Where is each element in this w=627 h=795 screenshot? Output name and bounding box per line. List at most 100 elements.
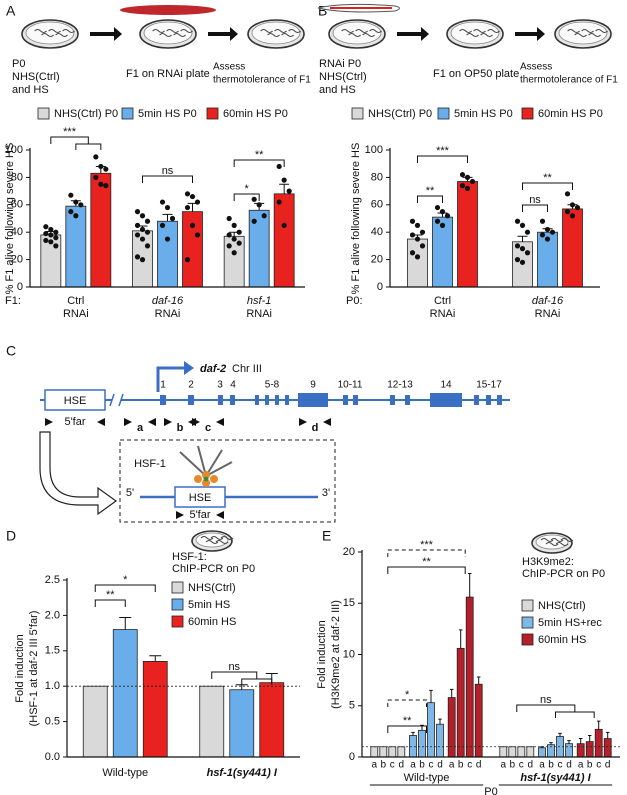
primer — [124, 418, 132, 426]
y-tick-label: 10 — [343, 648, 355, 660]
x-tick-label: c — [467, 760, 472, 771]
bar — [142, 661, 168, 758]
error-bar — [517, 235, 528, 242]
legend-swatch — [521, 616, 534, 629]
y-tick-label: 0 — [17, 281, 23, 293]
exon — [218, 395, 223, 405]
primer-label: d — [312, 422, 319, 434]
data-point — [144, 229, 151, 235]
significance-bracket — [417, 155, 468, 163]
x-tick-label: b — [381, 760, 387, 771]
worm-squiggle — [355, 29, 368, 33]
data-point — [43, 224, 49, 230]
x-tick-label: b — [548, 760, 554, 771]
significance-bracket — [387, 725, 427, 733]
chromosome: Chr III — [232, 363, 262, 375]
worm-squiggle — [545, 542, 559, 546]
worm — [120, 5, 216, 15]
x-tick-label: b — [510, 760, 516, 771]
worm-squiggle — [55, 33, 68, 37]
worm-squiggle — [466, 33, 479, 37]
x-tick-label: d — [528, 760, 534, 771]
legend-swatch — [171, 598, 184, 611]
data-point — [544, 226, 551, 233]
legend-swatch — [351, 107, 364, 120]
worm-squiggle — [41, 33, 54, 37]
legend-swatch — [171, 581, 184, 594]
data-point — [409, 218, 416, 224]
data-point — [98, 163, 104, 170]
worm-squiggle — [473, 29, 486, 33]
x-tick-label: c — [596, 760, 601, 771]
antibody — [205, 461, 233, 477]
bar — [474, 683, 483, 758]
x-tick-label: c — [390, 760, 395, 771]
bar — [436, 723, 444, 758]
worm-squiggle — [459, 29, 472, 33]
inset-box — [119, 439, 336, 523]
data-point — [286, 188, 292, 194]
x-tick-label: d — [437, 760, 443, 771]
data-point — [43, 230, 49, 237]
exon — [390, 395, 395, 405]
primer — [216, 511, 224, 519]
bar — [538, 747, 546, 758]
worm-squiggle — [34, 29, 47, 33]
primer — [323, 418, 331, 426]
worm-squiggle — [487, 29, 500, 33]
data-point — [93, 154, 99, 160]
legend-swatch — [521, 599, 534, 612]
worm-squiggle — [348, 33, 361, 37]
exon — [298, 393, 328, 407]
step-text: RNAi P0 — [319, 58, 361, 70]
worm-squiggle — [550, 538, 564, 542]
y-tick-label: 15 — [343, 597, 355, 609]
data-point — [139, 257, 146, 263]
y-tick-label: 40 — [11, 226, 23, 238]
error-bar — [162, 213, 173, 222]
x-tick-label: RNAi — [430, 308, 456, 320]
data-point — [569, 213, 576, 219]
legend-label: NHS(Ctrl) — [538, 600, 586, 612]
bar — [562, 208, 583, 288]
y-axis-label: (H3K9me2 at daf-2 III) — [330, 600, 342, 709]
bar — [526, 746, 535, 758]
error-bar — [149, 655, 162, 662]
bar — [409, 735, 417, 758]
y-tick-label: 20 — [371, 254, 383, 266]
x-tick-label: Wild-type — [102, 767, 148, 779]
worm-squiggle — [581, 29, 594, 33]
plate-inner — [251, 21, 301, 45]
data-point — [251, 196, 257, 202]
data-point — [414, 236, 421, 242]
data-point — [184, 257, 191, 263]
error-bar — [596, 720, 601, 730]
legend-label: NHS(Ctrl) — [188, 582, 236, 594]
data-point — [134, 254, 141, 260]
data-point — [281, 177, 287, 183]
y-tick-label: 20 — [11, 254, 23, 266]
primer-label: c — [205, 422, 211, 434]
exon — [230, 395, 235, 405]
data-point — [226, 215, 232, 222]
significance-label: ns — [529, 194, 541, 206]
x-tick-label: c — [558, 760, 563, 771]
data-point — [519, 246, 526, 252]
worm-squiggle — [362, 33, 375, 37]
x-tick-label: a — [410, 760, 416, 771]
legend-swatch — [437, 107, 450, 120]
y-axis-label: % F1 alive following severe HS — [4, 143, 16, 295]
x-axis-label: P0 — [484, 786, 497, 795]
exon — [275, 395, 279, 405]
step-text: NHS(Ctrl) — [319, 71, 367, 83]
x-tick-label: b — [419, 760, 425, 771]
significance-label: ns — [228, 661, 240, 673]
legend-label: NHS(Ctrl) P0 — [54, 108, 118, 120]
primer — [216, 418, 224, 426]
significance-bracket — [94, 599, 126, 607]
error-bar — [605, 731, 610, 739]
y-tick-label: 2.5 — [45, 574, 60, 586]
data-point — [564, 191, 571, 197]
x-tick-label: a — [501, 760, 507, 771]
inset-hse — [174, 486, 226, 508]
